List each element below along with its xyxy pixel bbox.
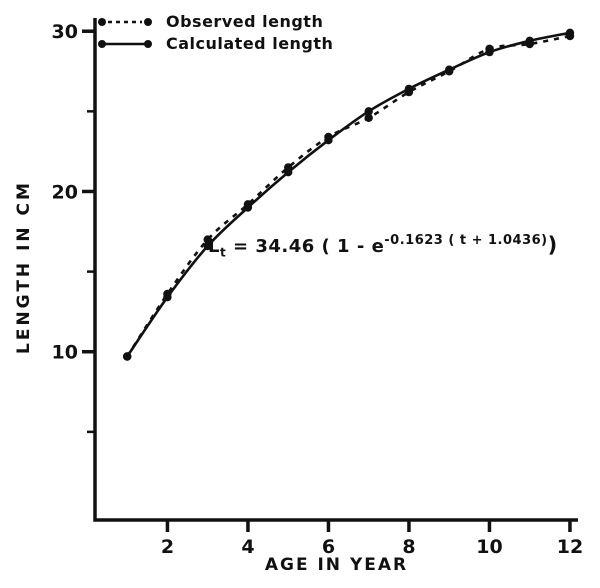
y-axis-label: LENGTH IN CM xyxy=(14,180,34,355)
data-point-calculated xyxy=(364,107,373,116)
data-point-observed xyxy=(123,352,132,361)
equation-exponent: -0.1623 ( t + 1.0436) xyxy=(384,233,548,248)
equation-close-paren: ) xyxy=(547,233,558,257)
x-axis-label: AGE IN YEAR xyxy=(264,555,409,575)
y-tick-label: 30 xyxy=(52,21,78,43)
data-point-observed xyxy=(445,67,454,76)
x-tick-label: 4 xyxy=(241,536,254,558)
y-tick-label: 20 xyxy=(52,181,78,203)
calculated-line-sample-icon xyxy=(98,39,152,48)
legend-item-observed: Observed length xyxy=(96,12,333,31)
legend: Observed length Calculated length xyxy=(96,12,333,53)
data-point-observed xyxy=(565,31,575,41)
x-tick-label: 10 xyxy=(476,536,502,558)
data-point-observed xyxy=(404,87,414,97)
data-point-observed xyxy=(324,132,333,142)
series-line-observed xyxy=(126,34,571,358)
y-tick-label: 10 xyxy=(52,342,78,364)
series-line-calculated xyxy=(126,31,571,358)
equation-mid: = 34.46 ( 1 - e xyxy=(226,236,385,257)
x-tick-label: 2 xyxy=(161,536,174,558)
legend-label-observed: Observed length xyxy=(166,12,324,31)
x-tick-label: 12 xyxy=(557,536,583,558)
growth-equation: Lt = 34.46 ( 1 - e-0.1623 ( t + 1.0436)) xyxy=(208,233,558,260)
x-tick-label: 6 xyxy=(322,536,335,558)
equation-lhs: L xyxy=(208,236,220,257)
data-point-observed xyxy=(485,44,494,53)
equation-subscript: t xyxy=(219,245,227,260)
data-point-observed xyxy=(284,163,293,172)
observed-line-sample-icon xyxy=(98,17,152,26)
legend-label-calculated: Calculated length xyxy=(166,34,334,53)
legend-item-calculated: Calculated length xyxy=(96,34,333,53)
data-point-observed xyxy=(243,200,253,209)
x-tick-label: 8 xyxy=(402,536,415,558)
data-point-calculated xyxy=(203,241,212,251)
axes-spine xyxy=(93,18,578,522)
data-point-observed xyxy=(364,113,373,123)
data-point-observed xyxy=(525,39,534,49)
data-point-observed xyxy=(203,235,212,244)
data-point-observed xyxy=(163,289,172,299)
